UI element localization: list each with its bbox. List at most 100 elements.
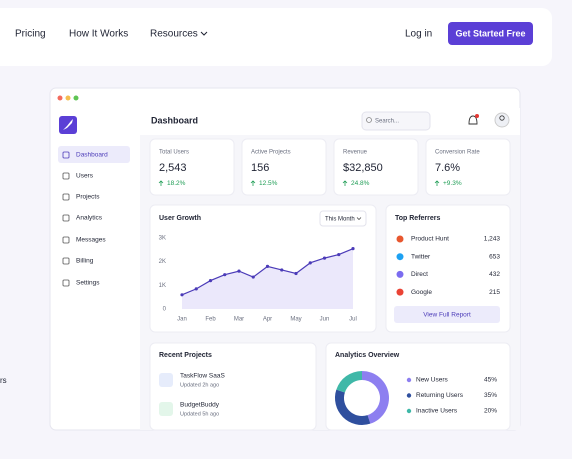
point [280, 268, 284, 272]
referrer-value: 215 [489, 289, 500, 296]
project-updated: Updated 2h ago [180, 382, 219, 388]
stat-value: 156 [251, 162, 269, 174]
filter-button[interactable] [319, 210, 367, 227]
up-arrow [342, 180, 348, 186]
report-button[interactable] [394, 306, 500, 323]
stat-label: Conversion Rate [435, 150, 480, 156]
search-box[interactable] [361, 111, 431, 131]
point [337, 252, 341, 257]
menu-item[interactable]: Dashboard [76, 152, 108, 159]
menu-icon [62, 151, 70, 159]
x-tick-label: Apr [263, 317, 272, 323]
referrer-icon [396, 235, 404, 243]
card [385, 204, 511, 333]
x-tick-label: Feb [205, 317, 216, 323]
donut-segment [335, 389, 371, 425]
window-dot [57, 95, 63, 101]
stat-change: 12.5% [259, 180, 278, 187]
project-name[interactable]: TaskFlow SaaS [180, 373, 225, 380]
y-tick-label: 2K [159, 259, 166, 265]
chevron [356, 217, 362, 220]
card-title: User Growth [159, 215, 201, 222]
x-tick-label: Jan [177, 317, 187, 323]
stat-card [333, 138, 419, 196]
stat-change: +9.3% [443, 180, 462, 187]
referrer-icon [396, 253, 404, 261]
legend-value: 35% [484, 392, 497, 399]
stat-value: $32,850 [343, 162, 383, 174]
menu-item[interactable]: Messages [76, 237, 106, 244]
stat-value: 7.6% [435, 162, 460, 174]
project-name[interactable]: BudgetBuddy [180, 402, 220, 409]
nav-link[interactable]: How It Works [69, 29, 128, 40]
nav-link[interactable]: Pricing [15, 29, 46, 40]
menu-item[interactable]: Settings [76, 280, 100, 287]
referrer-name: Direct [411, 271, 428, 278]
header-title: Dashboard [151, 115, 198, 125]
stat-card [149, 138, 235, 196]
stat-label: Revenue [343, 150, 368, 156]
referrer-name: Product Hunt [411, 236, 449, 243]
referrer-icon [396, 270, 404, 278]
card [149, 342, 317, 431]
cta-button[interactable] [448, 22, 533, 45]
stat-label: Active Projects [251, 150, 291, 156]
donut-segment [336, 371, 362, 393]
menu-item[interactable]: Projects [76, 194, 100, 201]
legend-dot [406, 377, 412, 383]
point [237, 269, 241, 273]
menu-icon [62, 257, 70, 265]
legend-label: New Users [416, 377, 449, 384]
card-title: Recent Projects [159, 352, 212, 359]
login-link[interactable]: Log in [405, 29, 432, 40]
y-tick-label: 3K [159, 236, 166, 242]
project-updated: Updated 5h ago [180, 411, 219, 417]
filter-label[interactable]: This Month [325, 217, 355, 223]
menu-icon [62, 193, 70, 201]
referrer-value: 653 [489, 253, 500, 260]
stat-label: Total Users [159, 150, 189, 156]
x-tick-label: Mar [234, 317, 244, 323]
point [322, 256, 327, 260]
referrer-icon [396, 288, 404, 296]
point [294, 271, 298, 276]
search-placeholder[interactable]: Search... [375, 119, 399, 125]
menu-icon [62, 236, 70, 244]
legend-dot [406, 393, 412, 398]
x-tick-label: May [290, 317, 301, 323]
x-tick-label: Jun [320, 317, 330, 323]
stat-change: 24.8% [351, 180, 370, 187]
referrer-value: 1,243 [484, 236, 501, 243]
y-tick-label: 0 [163, 307, 167, 313]
menu-item[interactable]: Analytics [76, 215, 103, 222]
legend-value: 45% [484, 377, 497, 384]
point [208, 279, 213, 283]
header-bar [140, 108, 520, 135]
card [325, 342, 511, 431]
side-text: rs [0, 376, 7, 385]
stat-change: 18.2% [167, 180, 186, 187]
menu-active-bg [58, 146, 130, 163]
nav-bar [0, 8, 552, 66]
menu-item[interactable]: Billing [76, 258, 94, 265]
point [223, 273, 227, 277]
point [180, 293, 184, 297]
report-button-label[interactable]: View Full Report [423, 312, 471, 319]
menu-item[interactable]: Users [76, 173, 94, 180]
point [251, 275, 255, 279]
point [308, 261, 312, 265]
window-dot [65, 95, 71, 101]
project-icon [159, 373, 173, 387]
avatar-icon [499, 115, 505, 121]
referrer-name: Google [411, 289, 432, 296]
menu-icon [62, 172, 70, 180]
card-title: Analytics Overview [335, 352, 400, 359]
cta-label[interactable]: Get Started Free [455, 28, 525, 38]
up-arrow [434, 180, 440, 186]
nav-link[interactable]: Resources [150, 29, 198, 40]
referrer-name: Twitter [411, 253, 431, 260]
bell-icon[interactable] [468, 115, 478, 125]
search-icon [366, 117, 372, 123]
menu-icon [62, 214, 70, 222]
menu-icon [62, 279, 70, 287]
